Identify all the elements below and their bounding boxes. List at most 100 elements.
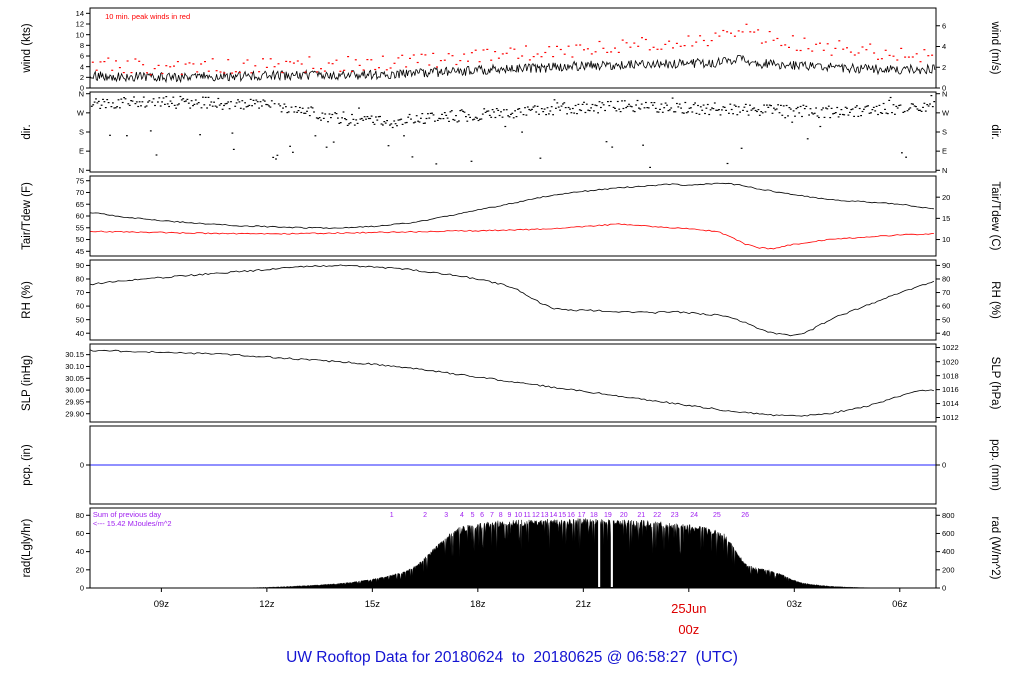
svg-text:19: 19: [604, 512, 612, 519]
svg-text:E: E: [79, 147, 84, 156]
tair-tdew-right-axis-title: Tair/Tdew (C): [989, 181, 1001, 250]
svg-text:55: 55: [76, 223, 84, 232]
svg-text:N: N: [79, 89, 84, 98]
svg-text:50: 50: [942, 315, 950, 324]
svg-text:65: 65: [76, 200, 84, 209]
x-tick-label: 21z: [576, 599, 592, 610]
svg-text:6: 6: [80, 52, 84, 61]
svg-text:0: 0: [942, 584, 946, 593]
svg-text:4: 4: [80, 62, 84, 71]
tair-tdew-yticks-right: 10 15 20: [936, 193, 950, 244]
wind-frame: [89, 7, 937, 89]
dir-yticks-left: N W S E N: [77, 89, 90, 175]
svg-text:N: N: [942, 89, 947, 98]
svg-text:14: 14: [550, 512, 558, 519]
svg-text:1: 1: [390, 512, 394, 519]
dir-yticks-right: N W S E N: [936, 89, 950, 175]
rad-yticks-right: 0 200 400 600 800: [936, 511, 955, 593]
rh-right-axis-title: RH (%): [989, 281, 1001, 319]
svg-text:50: 50: [76, 235, 84, 244]
svg-text:S: S: [79, 128, 84, 137]
svg-text:70: 70: [942, 288, 950, 297]
tair-tdew-panel: 45 50 55 60 65 70 75 10 15 20 Tair/Tdew (F) Tair/Td…: [21, 175, 1001, 257]
svg-text:6: 6: [480, 512, 484, 519]
svg-text:5: 5: [471, 512, 475, 519]
pcp-right-axis-title: pcp. (mm): [989, 439, 1001, 491]
svg-text:7: 7: [490, 512, 494, 519]
wind-yticks-left: 0 2 46 8 1012 14: [76, 9, 90, 93]
x-tick-label: 15z: [365, 599, 381, 610]
tdew-f: [89, 223, 934, 250]
svg-text:400: 400: [942, 547, 955, 556]
svg-text:20: 20: [76, 565, 84, 574]
svg-text:21: 21: [637, 512, 645, 519]
svg-text:15: 15: [558, 512, 566, 519]
svg-text:70: 70: [76, 288, 84, 297]
svg-text:0: 0: [80, 84, 84, 93]
x-tick-label: 18z: [470, 599, 486, 610]
svg-text:2: 2: [942, 63, 946, 72]
svg-text:20: 20: [620, 512, 628, 519]
svg-text:90: 90: [942, 261, 950, 270]
svg-text:20: 20: [942, 193, 950, 202]
svg-text:W: W: [942, 108, 950, 117]
wind-avg-kts: [89, 54, 936, 84]
svg-text:30.00: 30.00: [65, 386, 84, 395]
svg-text:25: 25: [713, 512, 721, 519]
svg-text:0: 0: [942, 461, 946, 470]
svg-text:1014: 1014: [942, 399, 959, 408]
rh-panel: 40 50 60 70 80 90 40 50 60 70 80 90 RH (%) RH (%): [21, 259, 1001, 341]
dir-frame: [89, 91, 937, 173]
rh-frame: [89, 259, 937, 341]
tair-f: [89, 182, 934, 229]
x-axis: 09z 12z 15z 18z 21z 25Jun 00z 03z 06z: [154, 588, 908, 637]
svg-text:10: 10: [76, 30, 84, 39]
x-tick-label: 12z: [259, 599, 275, 610]
dir-right-axis-title: dir.: [989, 124, 1001, 139]
svg-text:17: 17: [578, 512, 586, 519]
rad-right-axis-title: rad (W/m^2): [989, 517, 1001, 580]
rh-percent: [89, 264, 935, 337]
svg-text:24: 24: [690, 512, 698, 519]
svg-text:26: 26: [741, 512, 749, 519]
tair-tdew-left-axis-title: Tair/Tdew (F): [21, 182, 33, 250]
svg-text:18: 18: [590, 512, 598, 519]
svg-text:2: 2: [423, 512, 427, 519]
wind-right-axis-title: wind (m/s): [989, 20, 1001, 74]
x-tick-label: 09z: [154, 599, 170, 610]
rad-annotation-0: Sum of previous day: [93, 510, 162, 519]
chart-caption: UW Rooftop Data for 20180624 to 20180625…: [286, 649, 738, 666]
rad-left-axis-title: rad(Lgly/hr): [21, 518, 33, 577]
wind-note: 10 min. peak winds in red: [105, 12, 190, 21]
x-tick-label: 03z: [787, 599, 803, 610]
svg-text:10: 10: [514, 512, 522, 519]
rad-frame: [89, 507, 937, 589]
x-tick-label-00z: 00z: [678, 622, 699, 637]
x-tick-label: 06z: [892, 599, 908, 610]
pcp-left-axis-title: pcp. (in): [21, 444, 33, 486]
rad-annotation-1: <--- 15.42 MJoules/m^2: [93, 519, 172, 528]
svg-text:80: 80: [76, 511, 84, 520]
svg-text:N: N: [79, 166, 84, 175]
svg-text:1018: 1018: [942, 371, 959, 380]
svg-text:60: 60: [76, 529, 84, 538]
rad-yticks-left: 0 20 40 60 80: [76, 511, 90, 593]
svg-text:1012: 1012: [942, 413, 959, 422]
svg-text:29.90: 29.90: [65, 409, 84, 418]
svg-text:600: 600: [942, 529, 955, 538]
tair-tdew-frame: [89, 175, 937, 257]
svg-text:29.95: 29.95: [65, 398, 84, 407]
svg-text:16: 16: [567, 512, 575, 519]
rh-yticks-right: 40 50 60 70 80 90: [936, 261, 950, 338]
svg-text:N: N: [942, 166, 947, 175]
rh-yticks-left: 40 50 60 70 80 90: [76, 261, 90, 338]
pcp-panel: 0 0 pcp. (in) pcp. (mm): [21, 425, 1001, 505]
wind-yticks-right: 0 2 4 6: [936, 21, 946, 93]
svg-text:800: 800: [942, 511, 955, 520]
svg-text:0: 0: [80, 461, 84, 470]
svg-text:0: 0: [80, 584, 84, 593]
svg-text:11: 11: [523, 512, 530, 519]
svg-text:13: 13: [541, 512, 549, 519]
